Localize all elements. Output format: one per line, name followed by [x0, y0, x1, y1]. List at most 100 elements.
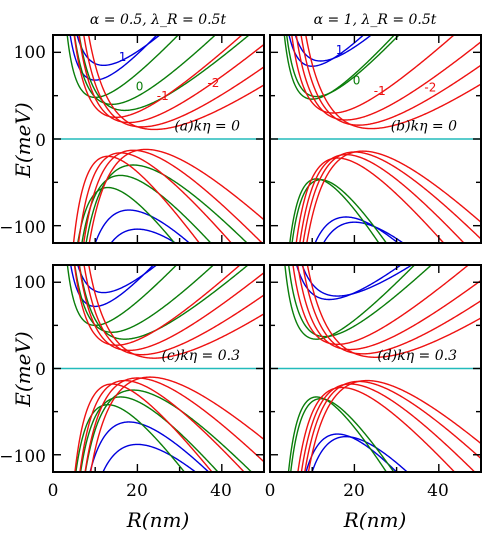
curve-label: 1	[119, 50, 127, 64]
series-line	[305, 433, 398, 472]
series-line	[297, 386, 456, 472]
xtick-label-40-left: 40	[210, 481, 232, 501]
title-right: α = 1, λ_R = 0.5t	[314, 12, 437, 28]
series-line	[72, 155, 201, 243]
series-line	[300, 383, 476, 472]
curve-label: -1	[374, 84, 386, 98]
panel-d: (d)kη = 0.3	[269, 264, 482, 473]
series-line	[74, 265, 215, 333]
panel-label: (a)kη = 0	[174, 118, 240, 134]
series-line	[85, 164, 249, 243]
ytick-label-0-top: 0	[35, 131, 46, 151]
series-line	[87, 35, 264, 131]
xtick-label-0-right: 0	[265, 481, 276, 501]
xtick-label-20-right: 20	[343, 481, 365, 501]
series-line	[305, 35, 481, 130]
series-line	[88, 265, 264, 359]
plot-area	[53, 265, 264, 472]
series-line	[295, 35, 481, 121]
panel-label: (b)kη = 0	[391, 118, 457, 134]
curve-label: -2	[207, 76, 219, 90]
series-line	[78, 265, 264, 352]
ytick-label-100-top: 100	[14, 43, 46, 63]
series-line	[290, 397, 395, 472]
curve-label: -1	[157, 89, 169, 103]
ytick-label-0-bottom: 0	[35, 360, 46, 380]
series-line	[79, 379, 246, 472]
curve-label: 1	[336, 43, 344, 57]
curve-label: -2	[424, 80, 436, 94]
series-line	[88, 148, 264, 243]
panel-b: 1 0 -1 -2 (b)kη = 0	[269, 34, 482, 244]
panel-c: (c)kη = 0.3	[52, 264, 265, 473]
series-line	[70, 265, 155, 308]
title-left: α = 0.5, λ_R = 0.5t	[90, 12, 227, 28]
series-line	[295, 265, 403, 301]
series-line	[110, 228, 177, 243]
series-line	[94, 209, 191, 243]
axes-frame	[269, 34, 482, 244]
series-line	[297, 265, 481, 351]
series-line	[287, 396, 388, 472]
axes-frame	[269, 264, 482, 473]
series-line	[84, 377, 264, 472]
series-line	[66, 35, 180, 99]
xtick-label-40-right: 40	[427, 481, 449, 501]
panel-a: 1 0 -1 -2 (a)kη = 0	[52, 34, 265, 244]
ylabel-top: E(meV)	[11, 102, 35, 178]
series-line	[307, 379, 481, 472]
series-line	[291, 35, 456, 114]
series-line	[299, 153, 465, 243]
series-line	[89, 376, 264, 472]
curve-label: 0	[136, 79, 144, 93]
series-line	[289, 178, 380, 243]
series-line	[102, 443, 197, 472]
series-line	[76, 35, 161, 67]
panel-label: (d)kη = 0.3	[377, 348, 457, 364]
series-line	[295, 157, 445, 243]
series-line	[301, 265, 414, 297]
series-line	[74, 383, 213, 472]
axes-frame	[52, 34, 265, 244]
series-line	[78, 35, 264, 124]
series-line	[287, 265, 433, 338]
series-line	[306, 265, 481, 358]
curve-label: 0	[353, 73, 361, 87]
series-line	[304, 380, 481, 472]
series-line	[66, 265, 178, 327]
series-line	[73, 265, 241, 346]
xtick-label-20-left: 20	[126, 481, 148, 501]
xlabel-right: R(nm)	[343, 508, 407, 532]
series-line	[83, 35, 264, 128]
series-line	[73, 35, 217, 106]
ylabel-bottom: E(meV)	[11, 331, 35, 407]
panel-label: (c)kη = 0.3	[161, 348, 240, 364]
plot-area	[270, 265, 481, 472]
series-line	[322, 221, 405, 243]
series-line	[77, 265, 158, 294]
series-line	[306, 150, 481, 243]
plot-area	[53, 35, 264, 243]
xtick-label-0-left: 0	[48, 481, 59, 501]
series-line	[284, 265, 416, 340]
series-line	[292, 265, 470, 346]
series-line	[302, 151, 481, 243]
ytick-label-100-bottom: 100	[14, 273, 46, 293]
ytick-label-m100-top: −100	[0, 218, 46, 238]
series-line	[84, 389, 253, 472]
series-line	[83, 265, 264, 356]
series-line	[294, 35, 373, 62]
series-line	[75, 404, 186, 472]
series-line	[83, 149, 264, 243]
series-line	[300, 35, 481, 126]
axes-frame	[52, 264, 265, 473]
series-line	[283, 35, 396, 100]
series-line	[73, 35, 243, 119]
xlabel-left: R(nm)	[126, 508, 190, 532]
series-line	[79, 396, 219, 472]
series-line	[301, 265, 481, 355]
ytick-label-m100-bottom: −100	[0, 447, 46, 467]
series-line	[77, 186, 176, 243]
series-line	[291, 179, 388, 243]
